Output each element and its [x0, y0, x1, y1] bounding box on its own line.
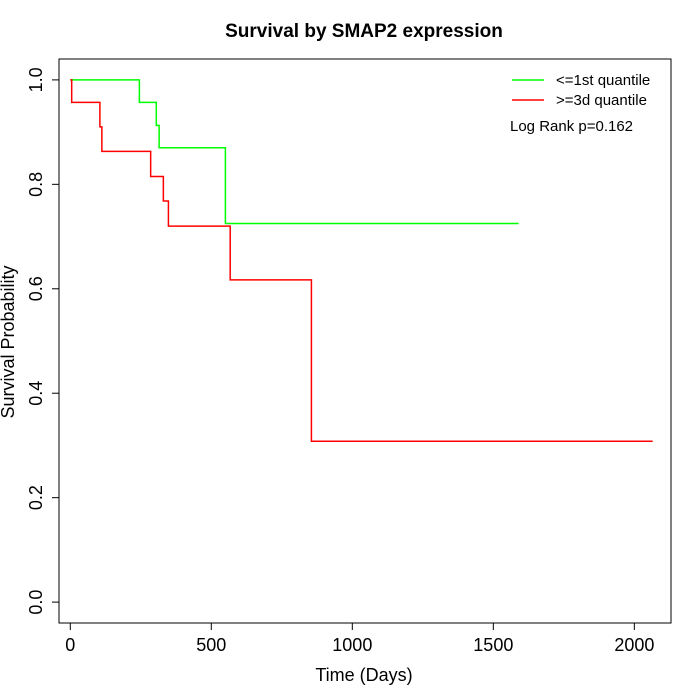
plot-frame	[58, 58, 672, 624]
survival-curve	[70, 79, 519, 225]
x-tick-label: 500	[196, 635, 226, 655]
x-tick-label: 1000	[332, 635, 372, 655]
logrank-annotation: Log Rank p=0.162	[510, 118, 633, 135]
x-tick-label: 0	[65, 635, 75, 655]
y-tick-label: 0.8	[26, 172, 46, 197]
series-layer	[70, 79, 653, 443]
legend: <=1st quantile >=3d quantile	[512, 72, 650, 109]
x-axis-label: Time (Days)	[315, 665, 412, 685]
x-tick-label: 1500	[473, 635, 513, 655]
chart-title: Survival by SMAP2 expression	[225, 21, 503, 42]
y-tick-label: 1.0	[26, 67, 46, 92]
legend-label: >=3d quantile	[556, 92, 647, 109]
y-tick-label: 0.2	[26, 485, 46, 510]
x-tick-label: 2000	[614, 635, 654, 655]
y-axis: 0.0 0.2 0.4 0.6 0.8 1.0	[26, 67, 60, 615]
y-tick-label: 0.6	[26, 276, 46, 301]
y-tick-label: 0.4	[26, 381, 46, 406]
survival-curve	[70, 79, 653, 443]
y-tick-label: 0.0	[26, 590, 46, 615]
x-axis: 0 500 1000 1500 2000	[65, 622, 654, 655]
y-axis-label: Survival Probability	[0, 265, 18, 418]
legend-label: <=1st quantile	[556, 72, 650, 89]
